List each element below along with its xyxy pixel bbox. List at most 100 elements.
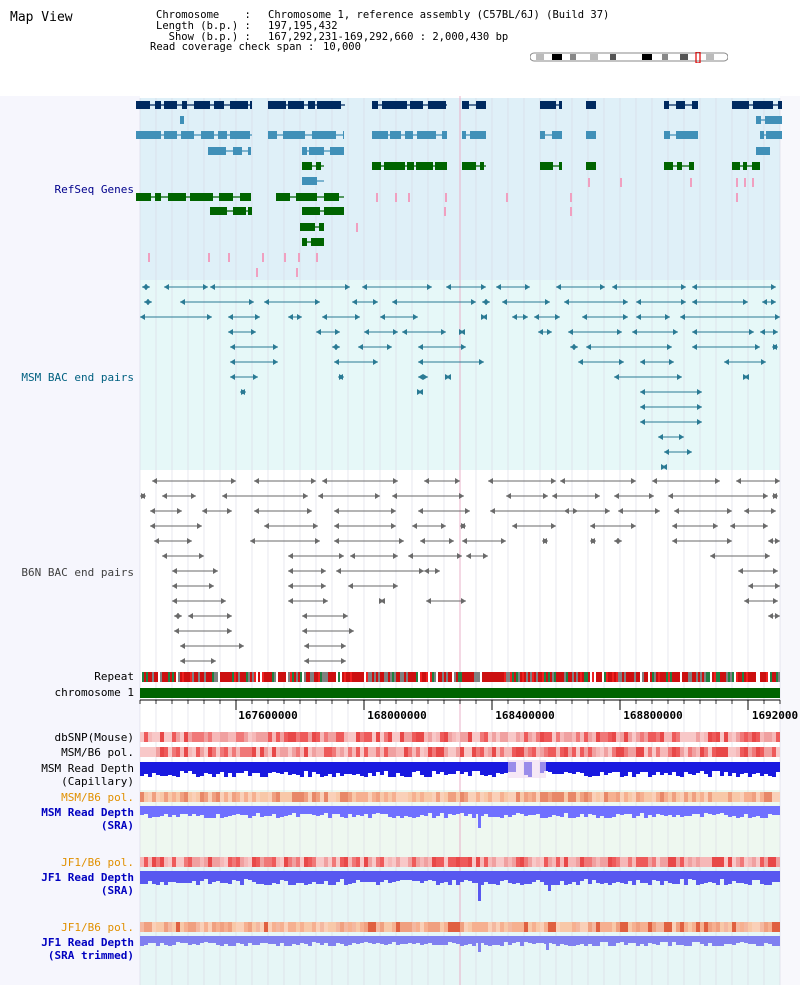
gene-marker[interactable] [744, 178, 746, 187]
bac-pair[interactable] [736, 478, 780, 484]
bac-pair[interactable] [640, 404, 702, 410]
bac-pair[interactable] [570, 344, 578, 350]
gene-feature[interactable] [586, 162, 596, 170]
bac-pair[interactable] [730, 523, 768, 529]
bac-pair[interactable] [772, 493, 778, 499]
bac-pair[interactable] [392, 493, 464, 499]
bac-pair[interactable] [358, 344, 392, 350]
gene-feature[interactable] [664, 162, 694, 170]
gene-feature[interactable] [760, 131, 782, 139]
gene-feature[interactable] [302, 162, 324, 170]
bac-pair[interactable] [150, 523, 202, 529]
bac-pair[interactable] [264, 299, 320, 305]
bac-pair[interactable] [362, 284, 432, 290]
bac-pair[interactable] [590, 523, 636, 529]
gene-feature[interactable] [136, 101, 252, 109]
bac-pair[interactable] [420, 538, 454, 544]
gene-feature[interactable] [372, 131, 447, 139]
bac-pair[interactable] [744, 508, 776, 514]
bac-pair[interactable] [632, 329, 678, 335]
bac-pair[interactable] [542, 538, 548, 544]
bac-pair[interactable] [672, 523, 718, 529]
bac-pair[interactable] [618, 508, 660, 514]
gene-marker[interactable] [506, 193, 508, 202]
bac-pair[interactable] [762, 299, 776, 305]
gene-marker[interactable] [736, 178, 738, 187]
gene-marker[interactable] [262, 253, 264, 262]
gene-feature[interactable] [756, 116, 782, 124]
gene-marker[interactable] [316, 253, 318, 262]
bac-pair[interactable] [460, 523, 466, 529]
bac-pair[interactable] [724, 359, 766, 365]
bac-pair[interactable] [424, 568, 440, 574]
jf1-depth-sra-bars[interactable] [140, 871, 780, 901]
bac-pair[interactable] [348, 583, 398, 589]
bac-pair[interactable] [144, 299, 152, 305]
bac-pair[interactable] [150, 508, 182, 514]
bac-pair[interactable] [334, 538, 404, 544]
gene-feature[interactable] [372, 101, 447, 109]
bac-pair[interactable] [481, 314, 487, 320]
gene-feature[interactable] [302, 177, 324, 185]
jf1-b6-pol-2-heat[interactable] [140, 922, 780, 932]
gene-marker[interactable] [444, 207, 446, 216]
bac-pair[interactable] [254, 478, 316, 484]
gene-feature[interactable] [540, 101, 562, 109]
bac-pair[interactable] [768, 538, 780, 544]
bac-pair[interactable] [418, 508, 470, 514]
bac-pair[interactable] [154, 538, 192, 544]
msm-b6-pol-heat[interactable] [140, 747, 780, 757]
bac-pair[interactable] [743, 374, 749, 380]
gene-marker[interactable] [570, 207, 572, 216]
dbsnp-heat[interactable] [140, 732, 780, 742]
gene-marker[interactable] [570, 193, 572, 202]
bac-pair[interactable] [640, 389, 702, 395]
bac-pair[interactable] [418, 344, 466, 350]
bac-pair[interactable] [302, 613, 348, 619]
gene-feature[interactable] [302, 207, 344, 215]
msm-bac-pairs[interactable] [140, 284, 780, 470]
bac-pair[interactable] [412, 523, 446, 529]
bac-pair[interactable] [202, 508, 232, 514]
bac-pair[interactable] [172, 598, 226, 604]
bac-pair[interactable] [180, 658, 216, 664]
bac-pair[interactable] [552, 493, 600, 499]
bac-pair[interactable] [636, 314, 670, 320]
bac-pair[interactable] [564, 299, 628, 305]
bac-pair[interactable] [140, 493, 146, 499]
bac-pair[interactable] [240, 389, 246, 395]
bac-pair[interactable] [744, 598, 778, 604]
gene-marker[interactable] [356, 223, 358, 232]
bac-pair[interactable] [174, 613, 182, 619]
bac-pair[interactable] [512, 314, 528, 320]
bac-pair[interactable] [582, 314, 628, 320]
bac-pair[interactable] [230, 359, 278, 365]
gene-feature[interactable] [540, 162, 562, 170]
bac-pair[interactable] [288, 583, 326, 589]
bac-pair[interactable] [392, 299, 476, 305]
bac-pair[interactable] [162, 553, 204, 559]
gene-feature[interactable] [664, 131, 698, 139]
bac-pair[interactable] [336, 568, 424, 574]
bac-pair[interactable] [172, 583, 214, 589]
heat-tracks[interactable] [140, 732, 780, 932]
gene-marker[interactable] [395, 193, 397, 202]
bac-pair[interactable] [140, 314, 212, 320]
gene-feature[interactable] [540, 131, 562, 139]
bac-pair[interactable] [228, 314, 260, 320]
bac-pair[interactable] [352, 299, 378, 305]
gene-feature[interactable] [462, 131, 486, 139]
bac-pair[interactable] [612, 284, 686, 290]
gene-marker[interactable] [208, 253, 210, 262]
bac-pair[interactable] [674, 508, 732, 514]
bac-pair[interactable] [338, 374, 344, 380]
bac-pair[interactable] [288, 314, 302, 320]
gene-feature[interactable] [208, 147, 251, 155]
msm-depth-sra-bars[interactable] [140, 806, 780, 828]
gene-feature[interactable] [268, 101, 345, 109]
bac-pair[interactable] [304, 643, 346, 649]
gene-feature[interactable] [302, 147, 344, 155]
bac-pair[interactable] [230, 344, 278, 350]
gene-feature[interactable] [732, 162, 760, 170]
bac-pair[interactable] [142, 284, 150, 290]
